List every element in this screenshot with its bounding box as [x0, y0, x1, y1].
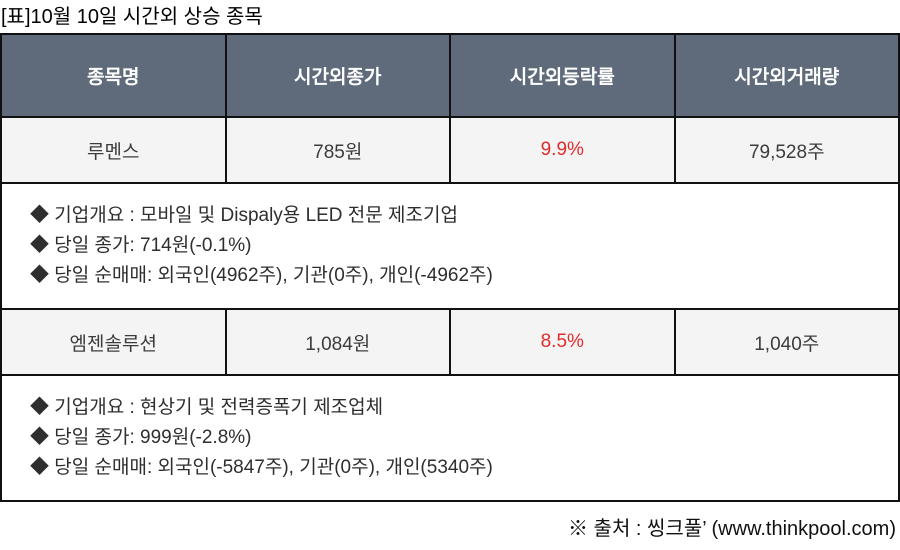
source-attribution: ※ 출처 : 씽크풀’ (www.thinkpool.com) — [568, 518, 896, 540]
company-overview-line: ◆ 기업개요 : 모바일 및 Dispaly용 LED 전문 제조기업 — [30, 205, 458, 226]
daily-net-trading-line: ◆ 당일 순매매: 외국인(4962주), 기관(0주), 개인(-4962주) — [30, 265, 493, 286]
header-stock-name: 종목명 — [0, 33, 227, 118]
company-overview-line: ◆ 기업개요 : 현상기 및 전력증폭기 제조업체 — [30, 397, 384, 418]
details-cell: ◆ 기업개요 : 모바일 및 Dispaly용 LED 전문 제조기업 ◆ 당일… — [0, 182, 900, 310]
header-after-hours-volume: 시간외거래량 — [673, 33, 900, 118]
header-after-hours-price: 시간외종가 — [224, 33, 451, 118]
header-after-hours-change: 시간외등락률 — [449, 33, 676, 118]
price-cell: 1,084원 — [224, 308, 451, 376]
after-hours-stock-table: 종목명 시간외종가 시간외등락률 시간외거래량 루멘스 785원 9.9% 79… — [0, 33, 900, 502]
header-row: 종목명 시간외종가 시간외등락률 시간외거래량 — [0, 33, 900, 118]
stock-name-cell: 엠젠솔루션 — [0, 308, 227, 376]
daily-close-line: ◆ 당일 종가: 714원(-0.1%) — [30, 235, 252, 256]
stock-name-cell: 루멘스 — [0, 116, 227, 184]
change-cell: 9.9% — [449, 116, 676, 184]
table-row: 루멘스 785원 9.9% 79,528주 — [0, 116, 900, 184]
details-row: ◆ 기업개요 : 현상기 및 전력증폭기 제조업체 ◆ 당일 종가: 999원(… — [0, 374, 900, 502]
table-header: 종목명 시간외종가 시간외등락률 시간외거래량 — [0, 33, 900, 118]
daily-close-line: ◆ 당일 종가: 999원(-2.8%) — [30, 427, 252, 448]
details-row: ◆ 기업개요 : 모바일 및 Dispaly용 LED 전문 제조기업 ◆ 당일… — [0, 182, 900, 310]
page-title: [표]10월 10일 시간외 상승 종목 — [1, 6, 263, 28]
details-cell: ◆ 기업개요 : 현상기 및 전력증폭기 제조업체 ◆ 당일 종가: 999원(… — [0, 374, 900, 502]
price-cell: 785원 — [224, 116, 451, 184]
table-row: 엠젠솔루션 1,084원 8.5% 1,040주 — [0, 308, 900, 376]
volume-cell: 79,528주 — [673, 116, 900, 184]
volume-cell: 1,040주 — [673, 308, 900, 376]
change-cell: 8.5% — [449, 308, 676, 376]
daily-net-trading-line: ◆ 당일 순매매: 외국인(-5847주), 기관(0주), 개인(5340주) — [30, 457, 493, 478]
